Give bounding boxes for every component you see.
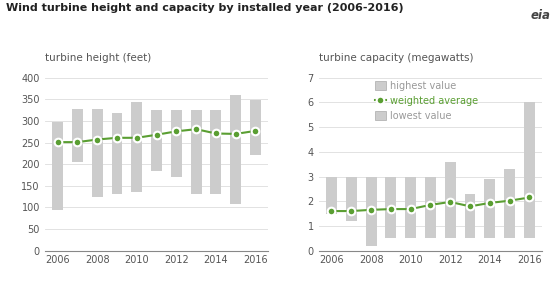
Text: turbine height (feet): turbine height (feet) xyxy=(45,53,151,63)
Bar xyxy=(405,177,416,238)
Bar xyxy=(230,95,241,204)
Bar xyxy=(92,109,103,198)
Bar xyxy=(191,110,202,194)
Text: Wind turbine height and capacity by installed year (2006-2016): Wind turbine height and capacity by inst… xyxy=(6,3,403,13)
Bar xyxy=(366,177,377,246)
Bar xyxy=(52,122,63,210)
Bar xyxy=(326,177,337,213)
Bar xyxy=(171,110,182,177)
Text: turbine capacity (megawatts): turbine capacity (megawatts) xyxy=(319,53,473,63)
Bar xyxy=(385,177,396,238)
Bar xyxy=(346,177,357,221)
Bar xyxy=(504,169,515,238)
Bar xyxy=(484,179,495,238)
Bar xyxy=(72,109,83,162)
Bar xyxy=(131,102,142,192)
Bar xyxy=(151,110,162,170)
Bar xyxy=(210,110,221,194)
Bar xyxy=(425,177,436,238)
Bar xyxy=(445,162,456,238)
Bar xyxy=(250,100,261,155)
Bar xyxy=(465,194,476,238)
Bar xyxy=(111,113,122,194)
Legend: highest value, weighted average, lowest value: highest value, weighted average, lowest … xyxy=(373,79,480,123)
Bar xyxy=(524,103,535,238)
Text: eia: eia xyxy=(530,9,551,22)
